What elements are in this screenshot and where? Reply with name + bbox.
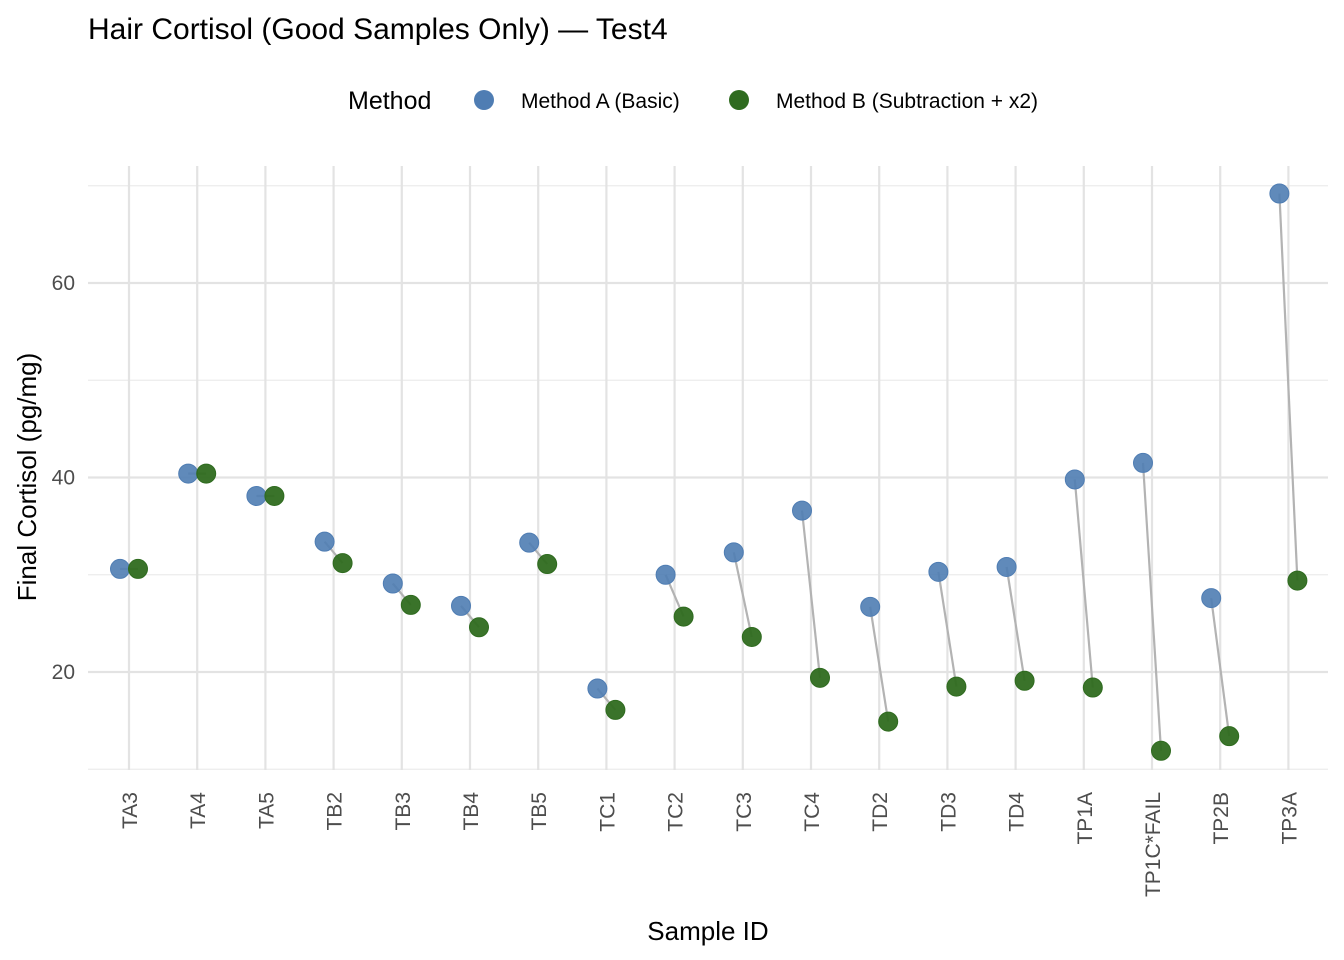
legend-label-method-a: Method A (Basic) — [521, 90, 680, 113]
point-method-a-TB4 — [451, 595, 471, 616]
connector-TC3 — [732, 552, 753, 638]
connector-TC4 — [800, 510, 822, 678]
legend-marker-method-a — [474, 90, 494, 110]
point-method-a-TA5 — [246, 485, 267, 506]
chart-title: Hair Cortisol (Good Samples Only) — Test… — [88, 13, 668, 46]
connector-TP1A — [1073, 479, 1094, 688]
x-tick-label: TC3 — [733, 792, 756, 832]
point-method-a-TP2B — [1201, 588, 1222, 609]
point-method-a-TB5 — [519, 532, 540, 553]
connector-TP2B — [1210, 597, 1231, 737]
legend-marker-method-b — [729, 90, 749, 110]
x-tick-label: TB3 — [392, 792, 415, 831]
point-method-b-TB4 — [469, 617, 489, 638]
point-method-a-TC1 — [587, 678, 608, 699]
point-method-a-TB2 — [314, 531, 335, 552]
point-method-b-TA4 — [196, 463, 217, 484]
y-axis-ticks: 20 40 60 — [52, 272, 75, 684]
point-method-b-TP1C*FAIL — [1151, 740, 1171, 761]
connector-TP3A — [1278, 193, 1299, 581]
point-method-a-TC3 — [723, 542, 744, 563]
point-method-a-TD2 — [860, 596, 881, 617]
point-method-b-TP3A — [1287, 570, 1308, 591]
connector-TD4 — [1005, 566, 1026, 681]
point-method-b-TD4 — [1014, 670, 1035, 691]
point-method-b-TC4 — [810, 667, 830, 688]
x-tick-label: TP3A — [1278, 792, 1301, 845]
y-axis-title: Final Cortisol (pg/mg) — [12, 353, 42, 602]
point-method-a-TC2 — [655, 564, 676, 585]
x-tick-label: TA3 — [119, 792, 142, 829]
point-method-a-TP1C*FAIL — [1133, 452, 1153, 473]
x-tick-label: TB2 — [324, 792, 347, 831]
x-tick-label: TC1 — [596, 792, 619, 832]
x-tick-label: TC2 — [665, 792, 688, 832]
point-method-b-TD2 — [878, 711, 899, 732]
connector-TP1C*FAIL — [1141, 462, 1163, 751]
point-method-b-TB2 — [332, 553, 353, 574]
x-tick-label: TB5 — [528, 792, 551, 831]
point-method-b-TB5 — [537, 554, 558, 575]
x-tick-label: TD2 — [869, 792, 892, 832]
legend-label-method-b: Method B (Subtraction + x2) — [776, 90, 1038, 113]
point-method-a-TP3A — [1269, 183, 1290, 204]
point-method-a-TC4 — [792, 500, 812, 521]
point-method-a-TD3 — [928, 561, 949, 582]
grid — [88, 166, 1328, 770]
connector-lines — [120, 193, 1299, 751]
x-axis-ticks: TA3 TA4 TA5 TB2 TB3 TB4 TB5 TC1 TC2 TC3 TC4 TD2 TD3 T… — [119, 792, 1301, 897]
x-tick-label: TC4 — [801, 792, 824, 832]
x-tick-label: TP2B — [1210, 792, 1233, 845]
x-tick-label: TD3 — [937, 792, 960, 832]
y-tick-label: 20 — [52, 661, 75, 684]
point-method-b-TA3 — [128, 558, 148, 579]
point-method-b-TC1 — [605, 699, 626, 720]
legend: Method Method A (Basic) Method B (Subtra… — [348, 87, 1038, 115]
legend-title: Method — [348, 87, 431, 115]
point-method-a-TA4 — [178, 463, 199, 484]
point-method-b-TP2B — [1219, 726, 1240, 747]
point-method-b-TP1A — [1082, 677, 1103, 698]
connector-TD3 — [937, 571, 958, 687]
point-method-b-TB3 — [400, 594, 421, 615]
point-method-b-TC3 — [741, 626, 762, 647]
x-axis-title: Sample ID — [647, 916, 768, 946]
point-method-b-TA5 — [264, 485, 285, 506]
y-tick-label: 60 — [52, 272, 75, 295]
x-tick-label: TD4 — [1006, 792, 1029, 832]
x-tick-label: TA4 — [187, 792, 210, 829]
data-points — [110, 183, 1308, 761]
x-tick-label: TP1C*FAIL — [1142, 792, 1165, 897]
x-tick-label: TB4 — [460, 792, 483, 831]
point-method-a-TB3 — [382, 573, 403, 594]
point-method-b-TD3 — [946, 676, 967, 697]
point-method-a-TA3 — [110, 558, 130, 579]
point-method-a-TP1A — [1064, 469, 1085, 490]
x-tick-label: TA5 — [255, 792, 278, 829]
connector-TD2 — [869, 606, 890, 722]
point-method-a-TD4 — [996, 556, 1017, 577]
x-tick-label: TP1A — [1074, 792, 1097, 845]
point-method-b-TC2 — [673, 606, 694, 627]
y-tick-label: 40 — [52, 467, 75, 490]
